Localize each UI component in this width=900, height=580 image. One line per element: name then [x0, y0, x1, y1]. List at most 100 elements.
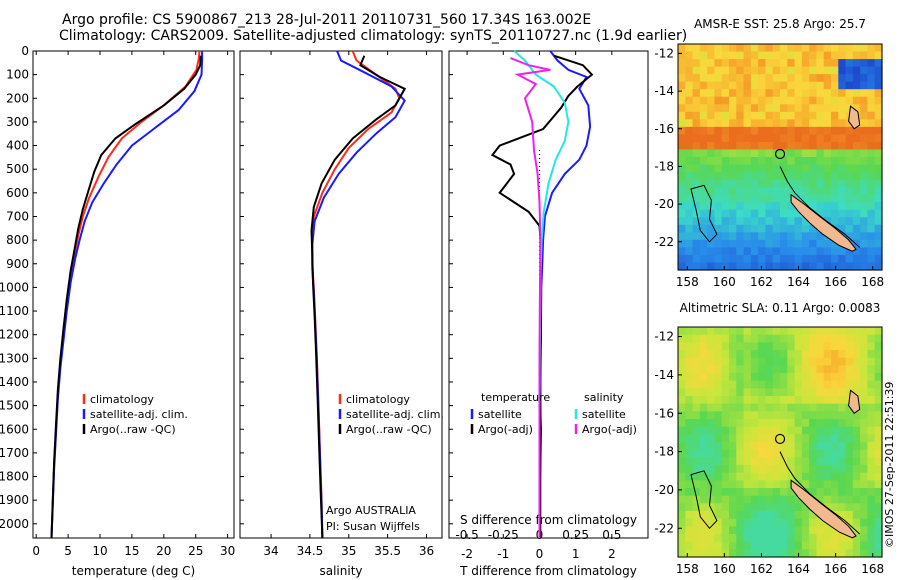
sst-grid-cell — [765, 81, 774, 90]
sst-grid-cell — [678, 149, 686, 158]
sla-grid-cell — [780, 457, 788, 466]
sst-grid-cell — [823, 202, 832, 211]
sla-grid-cell — [809, 526, 818, 535]
sla-grid-cell — [867, 388, 876, 397]
sst-grid-cell — [867, 104, 876, 113]
sla-grid-cell — [765, 526, 774, 535]
sst-grid-cell — [699, 149, 708, 158]
sst-grid-cell — [860, 141, 869, 151]
sla-grid-cell — [729, 518, 737, 527]
sla-ytick-label: -16 — [654, 406, 674, 420]
sst-grid-cell — [685, 217, 694, 226]
sla-frame — [677, 326, 883, 558]
sst-grid-cell — [743, 89, 752, 98]
sst-grid-cell — [772, 194, 781, 203]
sst-grid-cell — [765, 59, 774, 68]
sst-grid-cell — [736, 96, 745, 105]
sla-grid-cell — [743, 511, 752, 520]
sla-grid-cell — [860, 373, 869, 382]
sla-grid-cell — [860, 411, 869, 420]
sst-grid-cell — [729, 44, 737, 53]
sla-grid-cell — [772, 518, 781, 527]
sst-grid-cell — [714, 44, 723, 53]
sla-grid-cell — [743, 549, 752, 558]
sla-grid-cell — [721, 534, 730, 543]
sla-grid-cell — [867, 357, 876, 366]
sst-grid-cell — [838, 51, 847, 60]
sst-grid-cell — [852, 74, 861, 83]
sst-grid-cell — [780, 247, 788, 256]
sst-grid-cell — [816, 51, 825, 60]
sla-grid-cell — [758, 518, 767, 527]
sla-grid-cell — [801, 411, 810, 420]
sla-grid-cell — [860, 396, 869, 405]
sst-grid-cell — [678, 172, 686, 181]
sla-grid-cell — [780, 526, 788, 535]
sla-grid-cell — [729, 365, 737, 374]
sst-grid-cell — [794, 194, 803, 203]
sla-grid-cell — [678, 365, 686, 374]
sla-grid-cell — [823, 541, 832, 550]
sla-grid-cell — [831, 495, 839, 504]
sst-grid-cell — [867, 254, 876, 264]
sla-grid-cell — [809, 488, 818, 497]
sla-grid-cell — [765, 411, 774, 420]
sla-grid-cell — [678, 488, 686, 497]
sla-grid-cell — [874, 518, 883, 527]
sla-grid-cell — [787, 465, 796, 474]
sla-grid-cell — [845, 541, 854, 550]
sla-grid-cell — [685, 426, 694, 435]
sst-grid-cell — [707, 59, 716, 68]
sst-grid-cell — [867, 119, 876, 128]
sla-grid-cell — [823, 472, 832, 481]
sst-grid-cell — [692, 141, 701, 151]
sla-grid-cell — [685, 419, 694, 428]
sst-grid-cell — [860, 134, 869, 143]
depth-tick-label: 1900 — [0, 493, 29, 507]
sst-grid-cell — [765, 202, 774, 211]
sst-grid-cell — [860, 81, 869, 90]
sst-grid-cell — [816, 232, 825, 241]
sst-grid-cell — [758, 149, 767, 158]
sst-grid-cell — [845, 202, 854, 211]
sst-ytick-label: -18 — [654, 159, 674, 173]
sla-grid-cell — [758, 472, 767, 481]
sst-grid-cell — [816, 111, 825, 120]
sla-grid-cell — [809, 480, 818, 489]
difference-t-label: T difference from climatology — [459, 564, 637, 578]
sst-grid-cell — [801, 104, 810, 113]
sla-grid-cell — [743, 457, 752, 466]
sla-grid-cell — [823, 411, 832, 420]
sst-grid-cell — [714, 202, 723, 211]
sla-grid-cell — [852, 480, 861, 489]
sla-grid-cell — [692, 365, 701, 374]
sla-grid-cell — [794, 388, 803, 397]
sst-grid-cell — [750, 81, 759, 90]
sla-grid-cell — [750, 426, 759, 435]
sst-grid-cell — [823, 194, 832, 203]
sst-grid-cell — [831, 209, 839, 218]
sla-grid-cell — [729, 534, 737, 543]
sst-grid-cell — [707, 104, 716, 113]
sla-grid-cell — [729, 327, 737, 336]
sla-grid-cell — [801, 541, 810, 550]
sst-grid-cell — [794, 141, 803, 151]
sla-grid-cell — [692, 449, 701, 458]
sla-grid-cell — [729, 342, 737, 351]
sla-grid-cell — [867, 342, 876, 351]
sst-grid-cell — [816, 149, 825, 158]
sst-grid-cell — [736, 254, 745, 264]
sla-grid-cell — [780, 503, 788, 512]
sst-grid-cell — [772, 51, 781, 60]
sla-grid-cell — [780, 388, 788, 397]
sla-grid-cell — [758, 426, 767, 435]
sla-grid-cell — [721, 472, 730, 481]
sst-grid-cell — [750, 126, 759, 135]
sla-grid-cell — [860, 449, 869, 458]
sla-grid-cell — [758, 350, 767, 359]
sst-grid-cell — [729, 51, 737, 60]
sla-grid-cell — [707, 380, 716, 389]
sla-grid-cell — [867, 426, 876, 435]
sla-grid-cell — [750, 511, 759, 520]
sst-grid-cell — [852, 254, 861, 264]
